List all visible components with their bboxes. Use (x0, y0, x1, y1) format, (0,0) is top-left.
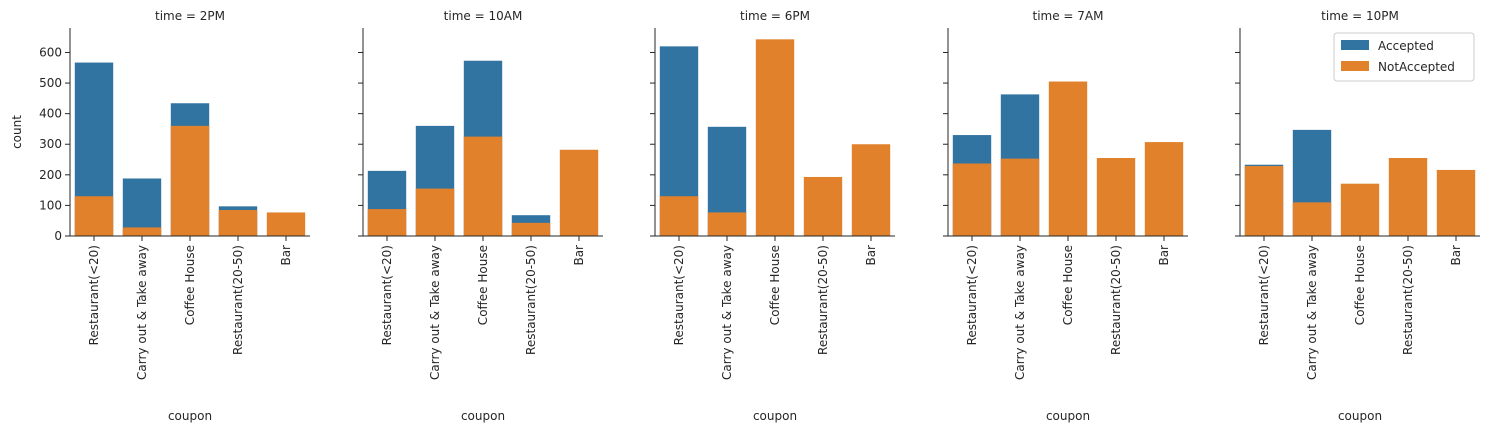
bar-notaccepted (1144, 142, 1184, 236)
x-tick-label: Restaurant(20-50) (1109, 245, 1123, 355)
bar-notaccepted (122, 227, 162, 236)
bar-notaccepted (755, 39, 795, 236)
legend-label: NotAccepted (1378, 60, 1455, 74)
y-tick-label: 400 (39, 107, 62, 121)
x-tick-label: Restaurant(<20) (87, 245, 101, 345)
bar-notaccepted (1292, 202, 1332, 236)
x-axis-label: coupon (753, 409, 797, 423)
bar-notaccepted (170, 125, 210, 236)
facet-panel: time = 2PM 0 100 200 300 400 500 600 Restaurant(… (39, 9, 310, 423)
bar-notaccepted (1340, 183, 1380, 236)
bar-notaccepted (1244, 165, 1284, 236)
bar-notaccepted (74, 196, 114, 236)
facet-panel: time = 7AM Restaurant(<20) Carry out & Tak… (943, 9, 1188, 423)
legend-label: Accepted (1378, 39, 1434, 53)
x-tick-label: Carry out & Take away (428, 245, 442, 380)
x-tick-label: Carry out & Take away (135, 245, 149, 380)
bar-notaccepted (415, 188, 455, 236)
y-tick-label: 600 (39, 45, 62, 59)
x-tick-label: Carry out & Take away (1013, 245, 1027, 380)
bar-notaccepted (707, 212, 747, 236)
bar-notaccepted (1388, 158, 1428, 236)
y-axis-label: count (10, 115, 24, 149)
x-tick-label: Restaurant(<20) (965, 245, 979, 345)
x-tick-label: Bar (864, 245, 878, 266)
bar-notaccepted (1048, 81, 1088, 236)
bar-notaccepted (1096, 158, 1136, 236)
panel-title: time = 7AM (1033, 9, 1104, 23)
x-tick-label: Carry out & Take away (1305, 245, 1319, 380)
bar-notaccepted (511, 222, 551, 236)
y-tick-label: 300 (39, 137, 62, 151)
x-axis-label: coupon (1046, 409, 1090, 423)
bar-notaccepted (1000, 158, 1040, 236)
facet-panel: time = 6PM Restaurant(<20) Carry out & Tak… (650, 9, 895, 423)
bar-notaccepted (1436, 169, 1476, 236)
x-tick-label: Coffee House (768, 245, 782, 325)
legend: Accepted NotAccepted (1333, 32, 1475, 82)
bar-notaccepted (952, 163, 992, 236)
x-tick-label: Bar (279, 245, 293, 266)
x-tick-label: Restaurant(<20) (672, 245, 686, 345)
bar-notaccepted (218, 210, 258, 236)
bar-notaccepted (367, 209, 407, 236)
facet-panel: time = 10AM Restaurant(<20) Carry out & Ta… (358, 9, 603, 423)
legend-swatch-notaccepted (1341, 61, 1369, 71)
x-tick-label: Restaurant(20-50) (816, 245, 830, 355)
y-tick-label: 500 (39, 76, 62, 90)
y-tick-label: 100 (39, 198, 62, 212)
x-tick-label: Bar (1449, 245, 1463, 266)
facet-panel: time = 10PM Restaurant(<20) Carry out & Ta… (1235, 9, 1480, 423)
x-tick-label: Bar (572, 245, 586, 266)
panel-title: time = 10AM (444, 9, 523, 23)
bar-notaccepted (851, 144, 891, 236)
x-tick-label: Carry out & Take away (720, 245, 734, 380)
x-axis-label: coupon (461, 409, 505, 423)
legend-swatch-accepted (1341, 40, 1369, 50)
x-axis-label: coupon (1338, 409, 1382, 423)
x-tick-label: Restaurant(20-50) (231, 245, 245, 355)
x-tick-label: Restaurant(<20) (380, 245, 394, 345)
x-tick-label: Bar (1157, 245, 1171, 266)
panel-title: time = 2PM (155, 9, 225, 23)
x-tick-label: Restaurant(20-50) (1401, 245, 1415, 355)
y-tick-label: 0 (54, 229, 62, 243)
x-tick-label: Restaurant(20-50) (524, 245, 538, 355)
panel-title: time = 6PM (740, 9, 810, 23)
x-tick-label: Restaurant(<20) (1257, 245, 1271, 345)
y-tick-label: 200 (39, 168, 62, 182)
bar-notaccepted (266, 212, 306, 236)
panel-title: time = 10PM (1321, 9, 1399, 23)
x-tick-label: Coffee House (1353, 245, 1367, 325)
bar-notaccepted (559, 149, 599, 236)
bar-notaccepted (803, 176, 843, 236)
bar-notaccepted (659, 196, 699, 236)
x-axis-label: coupon (168, 409, 212, 423)
x-tick-label: Coffee House (1061, 245, 1075, 325)
x-tick-label: Coffee House (476, 245, 490, 325)
bar-notaccepted (463, 136, 503, 236)
x-tick-label: Coffee House (183, 245, 197, 325)
bar-accepted (122, 178, 162, 236)
